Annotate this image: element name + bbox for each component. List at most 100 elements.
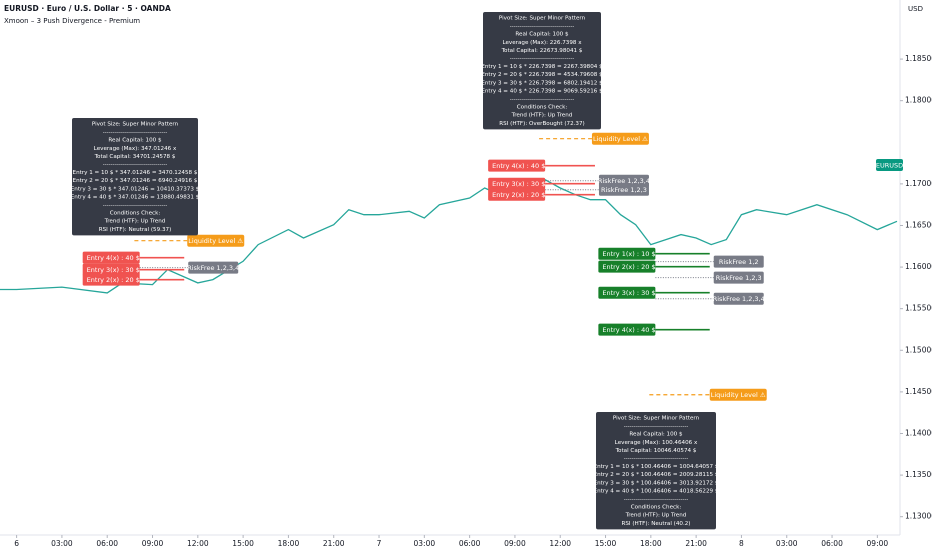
info-box-line: Pivot Size: Super Minor Pattern	[92, 122, 179, 128]
info-box-line: Real Capital: 100 $	[629, 432, 683, 438]
info-box-line: --------------------------------	[624, 424, 689, 430]
y-tick-label: 1.16000	[905, 262, 932, 271]
riskfree-label: RiskFree 1,2,3	[601, 186, 647, 194]
info-box-line: --------------------------------	[103, 162, 168, 168]
info-box-line: Entry 3 = 30 $ * 226.7398 = 6802.19412 $	[481, 80, 603, 86]
info-box-line: Leverage (Max): 347.01246 x	[94, 146, 177, 152]
info-box	[596, 412, 716, 530]
x-tick-label: 21:00	[685, 539, 707, 548]
riskfree-label-bg	[188, 261, 239, 274]
info-box-line: --------------------------------	[510, 56, 575, 62]
x-tick-label: 18:00	[278, 539, 300, 548]
y-tick-label: 1.13000	[905, 512, 932, 521]
liquidity-label: Liquidity Level ⚠	[593, 135, 648, 143]
entry-label: Entry 2(x) : 20 $	[602, 263, 655, 271]
entry-label: Entry 1(x) : 10 $	[602, 250, 655, 258]
entry-label: Entry 4(x) : 40 $	[602, 326, 655, 334]
info-box-line: Entry 2 = 20 $ * 100.46406 = 2009.28115 …	[594, 472, 719, 478]
x-tick-label: 06:00	[96, 539, 118, 548]
x-tick-label: 6	[14, 539, 19, 548]
info-box-line: --------------------------------	[103, 203, 168, 209]
y-tick-label: 1.14500	[905, 387, 932, 396]
info-box-line: RSI (HTF): Neutral (59.37)	[99, 227, 172, 233]
entry-label-bg	[598, 247, 656, 260]
info-box-line: Total Capital: 22673.98041 $	[501, 48, 583, 54]
entry-label-bg	[82, 251, 140, 264]
riskfree-label: RiskFree 1,2,3,4	[713, 295, 765, 303]
info-box-line: Entry 3 = 30 $ * 347.01246 = 10410.37373…	[71, 186, 200, 192]
info-box-line: RSI (HTF): Neutral (40.2)	[622, 521, 691, 527]
entry-label-bg	[488, 188, 546, 201]
signal: Liquidity Level ⚠ Entry 4(x) : 40 $ Entry …	[481, 12, 650, 201]
info-box-line: --------------------------------	[624, 456, 689, 462]
info-box-line: Total Capital: 10046.40574 $	[615, 448, 697, 454]
info-box-line: Entry 1 = 10 $ * 226.7398 = 2267.39804 $	[481, 64, 603, 70]
y-tick-label: 1.18000	[905, 96, 932, 105]
info-box-line: Entry 3 = 30 $ * 100.46406 = 3013.92172 …	[594, 480, 719, 486]
liquidity-label-bg	[187, 234, 245, 247]
entry-label: Entry 3(x) : 30 $	[87, 266, 140, 274]
chart-title: EURUSD · Euro / U.S. Dollar · 5 · OANDA	[4, 4, 171, 13]
x-tick-label: 7	[377, 539, 382, 548]
liquidity-label: Liquidity Level ⚠	[188, 237, 243, 245]
info-box-line: Entry 4 = 40 $ * 347.01246 = 13880.49831…	[71, 194, 200, 200]
info-box-line: Trend (HTF): Up Trend	[625, 513, 687, 519]
entry-label: Entry 2(x) : 20 $	[87, 276, 140, 284]
info-box-line: Conditions Check:	[631, 505, 682, 511]
x-tick-label: 8	[739, 539, 744, 548]
x-tick-label: 18:00	[640, 539, 662, 548]
x-tick-label: 21:00	[323, 539, 345, 548]
entry-label: Entry 4(x) : 40 $	[87, 254, 140, 262]
info-box-line: Total Capital: 34701.24578 $	[94, 154, 176, 160]
x-tick-label: 09:00	[867, 539, 889, 548]
riskfree-label: RiskFree 1,2,3	[716, 274, 762, 282]
info-box-line: Pivot Size: Super Minor Pattern	[499, 16, 586, 22]
x-tick-label: 15:00	[595, 539, 617, 548]
info-box-line: --------------------------------	[624, 497, 689, 503]
entry-label-bg	[598, 323, 656, 336]
x-tick-label: 09:00	[504, 539, 526, 548]
info-box-line: Pivot Size: Super Minor Pattern	[613, 416, 700, 422]
entry-label-bg	[488, 159, 546, 172]
info-box-line: Real Capital: 100 $	[515, 32, 569, 38]
info-box-line: Trend (HTF): Up Trend	[104, 219, 166, 225]
riskfree-label-bg	[713, 271, 764, 284]
info-box-line: Entry 2 = 20 $ * 347.01246 = 6940.24916 …	[73, 178, 198, 184]
riskfree-label-bg	[713, 292, 764, 305]
y-tick-label: 1.13500	[905, 470, 932, 479]
symbol-tag	[876, 159, 903, 171]
x-tick-label: 09:00	[142, 539, 164, 548]
riskfree-label-bg	[713, 255, 764, 268]
signal: Liquidity Level ⚠ Entry 1(x) : 10 $ Entry …	[594, 247, 767, 530]
info-box-line: --------------------------------	[103, 130, 168, 136]
info-box	[72, 118, 198, 236]
info-box-line: Entry 2 = 20 $ * 226.7398 = 4534.79608 $	[481, 72, 603, 78]
info-box-line: Entry 4 = 40 $ * 100.46406 = 4018.56229 …	[594, 488, 719, 494]
x-tick-label: 06:00	[459, 539, 481, 548]
entry-label-bg	[598, 286, 656, 299]
x-tick-label: 03:00	[414, 539, 436, 548]
symbol-tag-label: EURUSD	[876, 162, 903, 170]
entry-label: Entry 3(x) : 30 $	[602, 289, 655, 297]
x-tick-label: 12:00	[549, 539, 571, 548]
info-box-line: Real Capital: 100 $	[108, 138, 162, 144]
info-box-line: --------------------------------	[510, 97, 575, 103]
y-tick-label: 1.16500	[905, 220, 932, 229]
entry-label-bg	[598, 260, 656, 273]
riskfree-label: RiskFree 1,2,3,4	[598, 177, 650, 185]
info-box-line: Leverage (Max): 226.7398 x	[502, 40, 582, 46]
info-box	[483, 12, 601, 130]
x-tick-label: 03:00	[776, 539, 798, 548]
info-box-line: Entry 1 = 10 $ * 100.46406 = 1004.64057 …	[594, 464, 719, 470]
entry-label: Entry 3(x) : 30 $	[492, 180, 545, 188]
signal: Liquidity Level ⚠ Entry 4(x) : 40 $ Entry …	[71, 118, 245, 286]
entry-label: Entry 2(x) : 20 $	[492, 191, 545, 199]
info-box-line: Entry 4 = 40 $ * 226.7398 = 9069.59216 $	[481, 88, 603, 94]
indicator-name: Xmoon – 3 Push Divergence - Premium	[4, 17, 140, 25]
y-axis-label: USD	[908, 5, 923, 13]
info-box-line: Entry 1 = 10 $ * 347.01246 = 3470.12458 …	[73, 170, 198, 176]
info-box-line: Conditions Check:	[517, 105, 568, 111]
y-tick-label: 1.17000	[905, 179, 932, 188]
x-tick-label: 03:00	[51, 539, 73, 548]
